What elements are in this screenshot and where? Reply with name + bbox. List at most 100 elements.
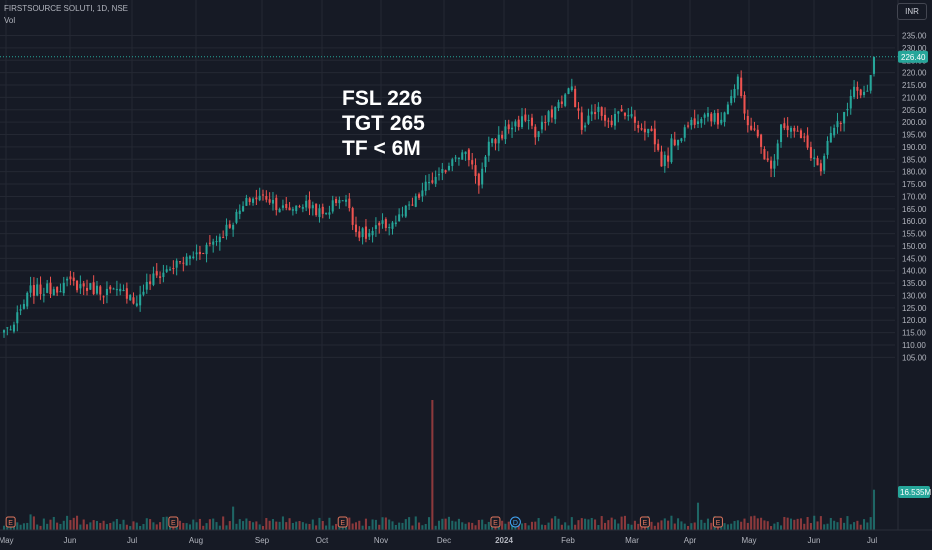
candle-body: [494, 139, 497, 144]
candle-body: [265, 196, 268, 200]
price-tick-label: 110.00: [902, 341, 926, 350]
volume-bar: [119, 524, 122, 530]
volume-bar: [381, 517, 384, 530]
volume-bar: [683, 523, 686, 530]
candle-body: [122, 290, 125, 292]
candle-body: [786, 125, 789, 131]
candle-body: [597, 106, 600, 112]
candle-body: [335, 198, 338, 204]
earnings-marker-box: [639, 516, 650, 528]
candle-body: [600, 107, 603, 116]
candle-body: [464, 151, 467, 155]
volume-bar: [318, 517, 321, 530]
volume-bar: [281, 516, 284, 530]
candle-body: [149, 281, 152, 285]
candle-body: [706, 112, 709, 117]
candle-body: [760, 134, 763, 147]
volume-bar: [663, 518, 666, 530]
volume-bar: [584, 518, 587, 530]
dividend-marker-label: D: [513, 520, 518, 527]
volume-bar: [789, 518, 793, 530]
volume-bar: [750, 516, 753, 530]
time-tick-label: Sep: [255, 536, 270, 545]
candle-body: [139, 294, 142, 306]
volume-bar: [218, 525, 221, 530]
volume-bar: [657, 522, 660, 530]
price-tick-label: 130.00: [902, 291, 927, 300]
candle-body: [228, 224, 231, 228]
candle-body: [570, 86, 573, 91]
last-volume-badge: [898, 486, 930, 498]
volume-bar: [261, 526, 265, 530]
candle-body: [341, 200, 344, 202]
candle-body: [444, 170, 447, 173]
volume-bar: [394, 524, 397, 530]
volume-bar: [19, 524, 22, 530]
candle-body: [22, 304, 25, 309]
volume-bar: [378, 524, 381, 530]
candle-body: [461, 152, 464, 160]
candle-body: [69, 276, 72, 280]
price-axis[interactable]: 105.00 110.00 115.00 120.00 125.00 130.00 135.…: [897, 0, 931, 530]
candle-body: [696, 121, 700, 124]
volume-bar: [129, 526, 132, 530]
candle-body: [690, 119, 693, 126]
volume-bar: [132, 521, 135, 530]
price-tick-label: 145.00: [902, 254, 927, 263]
volume-bar: [248, 520, 251, 530]
candle-body: [823, 155, 826, 171]
volume-bar: [853, 522, 856, 530]
candle-body: [477, 173, 480, 186]
volume-bar: [653, 525, 656, 530]
candle-body: [165, 269, 168, 272]
candle-body: [501, 134, 504, 139]
price-tick-label: 105.00: [902, 353, 927, 362]
volume-bar: [364, 518, 367, 530]
price-tick-label: 135.00: [902, 279, 927, 288]
volume-bar: [295, 521, 298, 530]
candle-body: [677, 140, 680, 146]
volume-bar: [49, 519, 52, 530]
earnings-marker-label: E: [493, 520, 498, 527]
candle-body: [816, 158, 819, 166]
volume-bar: [411, 525, 414, 530]
candle-body: [408, 204, 411, 206]
candle-body: [517, 119, 520, 127]
volume-bar: [145, 518, 148, 530]
candle-body: [613, 113, 617, 126]
volume-bar: [637, 523, 640, 530]
volume-label[interactable]: Vol: [4, 16, 16, 25]
candle-body: [700, 119, 703, 124]
candle-body: [325, 212, 328, 214]
candle-body: [770, 160, 773, 169]
candle-body: [743, 95, 746, 114]
candle-body: [431, 180, 434, 183]
candle-body: [49, 282, 52, 295]
earnings-marker-box: [712, 516, 723, 528]
volume-bar: [26, 522, 29, 530]
candle-body: [175, 260, 178, 268]
volume-bar: [192, 519, 195, 530]
volume-bar: [779, 525, 783, 530]
candle-body: [607, 120, 610, 122]
time-tick-label: Jun: [64, 536, 77, 545]
price-tick-label: 180.00: [902, 168, 927, 177]
candle-body: [723, 112, 726, 122]
price-tick-label: 150.00: [902, 242, 927, 251]
earnings-marker-label: E: [643, 520, 648, 527]
candle-body: [839, 123, 842, 125]
symbol-title[interactable]: FIRSTSOURCE SOLUTI, 1D, NSE: [4, 4, 129, 13]
candle-body: [155, 271, 158, 276]
volume-bar: [650, 521, 653, 530]
currency-selector[interactable]: INR: [897, 3, 927, 20]
candle-body: [806, 135, 809, 148]
candle-body: [12, 324, 15, 332]
candle-body: [520, 116, 524, 128]
volume-bar: [477, 519, 480, 530]
time-axis[interactable]: May Jun Jul Aug Sep Oct Nov Dec 2024 Feb Mar Apr May…: [0, 529, 932, 545]
candle-body: [863, 91, 866, 95]
price-tick-label: 155.00: [902, 230, 927, 239]
text-annotation[interactable]: FSL 226 TGT 265 TF < 6M: [342, 86, 425, 161]
candle-body: [404, 205, 407, 217]
